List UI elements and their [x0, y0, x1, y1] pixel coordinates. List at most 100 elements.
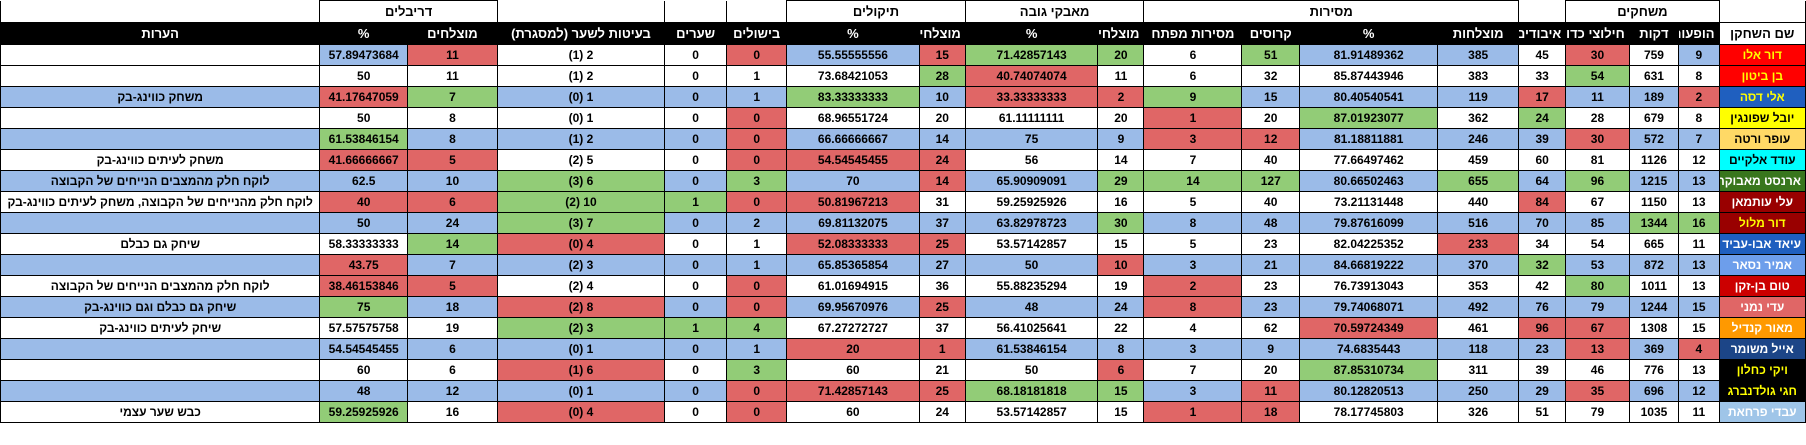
cell-passes-success: 250: [1437, 380, 1520, 402]
cell-minutes: 369: [1628, 338, 1680, 360]
cell-passes-pct: 79.74068071: [1299, 296, 1439, 318]
cell-aerial-pct: 53.57142857: [964, 401, 1099, 423]
table-row: עיאד אבו-עביד 11 665 54 34 233 82.04225352 23 5 1…: [0, 233, 1806, 255]
cell-assists: 1: [726, 338, 788, 360]
cell-crosses: 23: [1241, 296, 1301, 318]
col-dribbles-pct: %: [319, 22, 408, 45]
cell-minutes: 1244: [1628, 296, 1680, 318]
cell-dribbles-pct: 57.89473684: [319, 44, 408, 66]
cell-notes: [0, 44, 321, 66]
cell-dribbles-success: 7: [407, 254, 498, 276]
group-spacer: [1518, 0, 1567, 23]
cell-crosses: 40: [1241, 149, 1301, 171]
player-name-cell: יובל שפונגין: [1718, 107, 1806, 129]
group-spacer: [726, 0, 788, 23]
cell-goals: 1: [663, 317, 728, 339]
cell-recoveries: 13: [1565, 338, 1630, 360]
cell-key-passes: 1: [1143, 401, 1243, 423]
cell-aerial-pct: 53.57142857: [964, 233, 1099, 255]
column-header-row: שם השחקן הופעות דקות חילוצי כדור איבודים…: [0, 22, 1806, 45]
cell-assists: 1: [726, 233, 788, 255]
cell-recoveries: 67: [1565, 317, 1630, 339]
cell-tackles-pct: 60: [786, 401, 920, 423]
cell-tackles-pct: 20: [786, 338, 920, 360]
cell-dribbles-success: 6: [407, 338, 498, 360]
col-tackles-success: מוצלחים: [918, 22, 966, 45]
player-name-cell: דור אלו: [1718, 44, 1806, 66]
cell-crosses: 23: [1241, 233, 1301, 255]
col-aerial-success: מוצלחים: [1097, 22, 1145, 45]
cell-passes-pct: 85.87443946: [1299, 65, 1439, 87]
cell-aerial-success: 14: [1097, 149, 1145, 171]
cell-assists: 0: [726, 149, 788, 171]
cell-minutes: 1308: [1628, 317, 1680, 339]
cell-shots: 10 (2): [496, 191, 666, 213]
player-name-cell: אמיר נסאר: [1718, 254, 1806, 276]
player-name-cell: אלי דסה: [1718, 86, 1806, 108]
cell-notes: [0, 359, 321, 381]
cell-dribbles-pct: 59.25925926: [319, 401, 408, 423]
cell-aerial-success: 20: [1097, 44, 1145, 66]
cell-losses: 96: [1518, 317, 1567, 339]
cell-goals: 0: [663, 296, 728, 318]
cell-notes: לוקח חלק מהמצבים הנייחים של הקבוצה: [0, 275, 321, 297]
group-spacer: [663, 0, 728, 23]
cell-goals: 0: [663, 65, 728, 87]
table-row: עדי נמני 15 1244 79 76 492 79.74068071 23 8 24 48 2…: [0, 296, 1806, 318]
cell-key-passes: 3: [1143, 128, 1243, 150]
cell-minutes: 572: [1628, 128, 1680, 150]
cell-key-passes: 3: [1143, 380, 1243, 402]
group-spacer: [1718, 0, 1806, 23]
cell-aerial-success: 16: [1097, 191, 1145, 213]
col-aerial-pct: %: [964, 22, 1099, 45]
cell-shots: 4 (0): [496, 401, 666, 423]
cell-appearances: 8: [1678, 107, 1720, 129]
cell-passes-pct: 82.04225352: [1299, 233, 1439, 255]
cell-appearances: 7: [1678, 128, 1720, 150]
cell-passes-success: 326: [1437, 401, 1520, 423]
table-row: עלי עותמאן 13 1150 67 84 440 73.21131448 40 5 16 5…: [0, 191, 1806, 213]
cell-passes-pct: 76.73913043: [1299, 275, 1439, 297]
col-tackles-pct: %: [786, 22, 920, 45]
cell-tackles-success: 31: [918, 191, 966, 213]
cell-assists: 1: [726, 254, 788, 276]
cell-shots: 6 (3): [496, 170, 666, 192]
cell-dribbles-pct: 41.17647059: [319, 86, 408, 108]
cell-losses: 60: [1518, 149, 1567, 171]
cell-passes-pct: 80.40540541: [1299, 86, 1439, 108]
player-name-cell: מאור קנדיל: [1718, 317, 1806, 339]
cell-appearances: 11: [1678, 401, 1720, 423]
cell-passes-success: 385: [1437, 44, 1520, 66]
cell-minutes: 1150: [1628, 191, 1680, 213]
cell-key-passes: 3: [1143, 254, 1243, 276]
cell-minutes: 872: [1628, 254, 1680, 276]
cell-dribbles-success: 11: [407, 44, 498, 66]
cell-dribbles-pct: 75: [319, 296, 408, 318]
cell-appearances: 13: [1678, 254, 1720, 276]
cell-key-passes: 1: [1143, 107, 1243, 129]
cell-aerial-success: 6: [1097, 359, 1145, 381]
cell-minutes: 1126: [1628, 149, 1680, 171]
cell-shots: 2 (1): [496, 128, 666, 150]
cell-tackles-pct: 73.68421053: [786, 65, 920, 87]
col-losses: איבודים: [1518, 22, 1567, 45]
cell-losses: 51: [1518, 401, 1567, 423]
cell-passes-success: 353: [1437, 275, 1520, 297]
cell-recoveries: 79: [1565, 296, 1630, 318]
cell-minutes: 1035: [1628, 401, 1680, 423]
cell-tackles-pct: 69.95670976: [786, 296, 920, 318]
cell-notes: לוקח חלק מהמצבים הנייחים של הקבוצה: [0, 170, 321, 192]
cell-aerial-success: 15: [1097, 401, 1145, 423]
cell-assists: 1: [726, 65, 788, 87]
cell-shots: 1 (0): [496, 86, 666, 108]
cell-shots: 6 (1): [496, 359, 666, 381]
cell-key-passes: 3: [1143, 338, 1243, 360]
cell-appearances: 15: [1678, 317, 1720, 339]
table-row: דור אלו 9 759 30 45 385 81.91489362 51 6 20 71.428…: [0, 44, 1806, 66]
cell-passes-success: 311: [1437, 359, 1520, 381]
cell-goals: 0: [663, 401, 728, 423]
cell-recoveries: 67: [1565, 191, 1630, 213]
cell-crosses: 62: [1241, 317, 1301, 339]
cell-passes-success: 362: [1437, 107, 1520, 129]
col-key-passes: מסירות מפתח: [1143, 22, 1243, 45]
